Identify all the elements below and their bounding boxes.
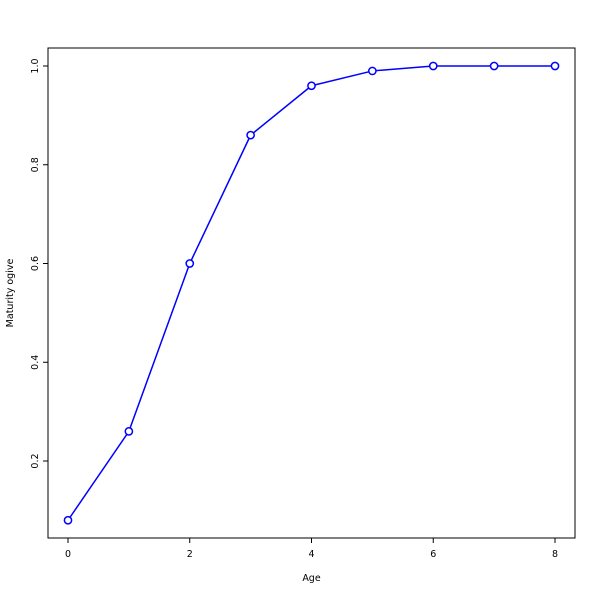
y-axis-label: Maturity ogive	[5, 259, 16, 328]
x-tick-label: 2	[187, 549, 193, 560]
x-tick-label: 4	[308, 549, 314, 560]
x-tick-label: 6	[430, 549, 436, 560]
data-point	[124, 427, 134, 436]
x-axis-label: Age	[302, 573, 321, 584]
data-point	[246, 130, 255, 140]
plot-box	[47, 47, 576, 539]
x-tick-label: 0	[65, 549, 71, 560]
y-tick-label: 0.4	[30, 355, 41, 370]
data-point	[63, 515, 73, 525]
y-tick-label: 0.2	[30, 453, 41, 468]
data-point	[550, 61, 560, 71]
data-point	[185, 259, 195, 268]
data-point	[489, 61, 499, 71]
y-tick-label: 0.8	[30, 157, 41, 172]
data-line	[67, 65, 555, 521]
y-tick-label: 0.6	[30, 256, 41, 271]
data-point	[428, 61, 438, 71]
x-tick-label: 8	[552, 549, 558, 560]
y-tick-label: 1.0	[30, 58, 41, 73]
data-point	[307, 81, 316, 91]
data-point	[368, 66, 377, 76]
